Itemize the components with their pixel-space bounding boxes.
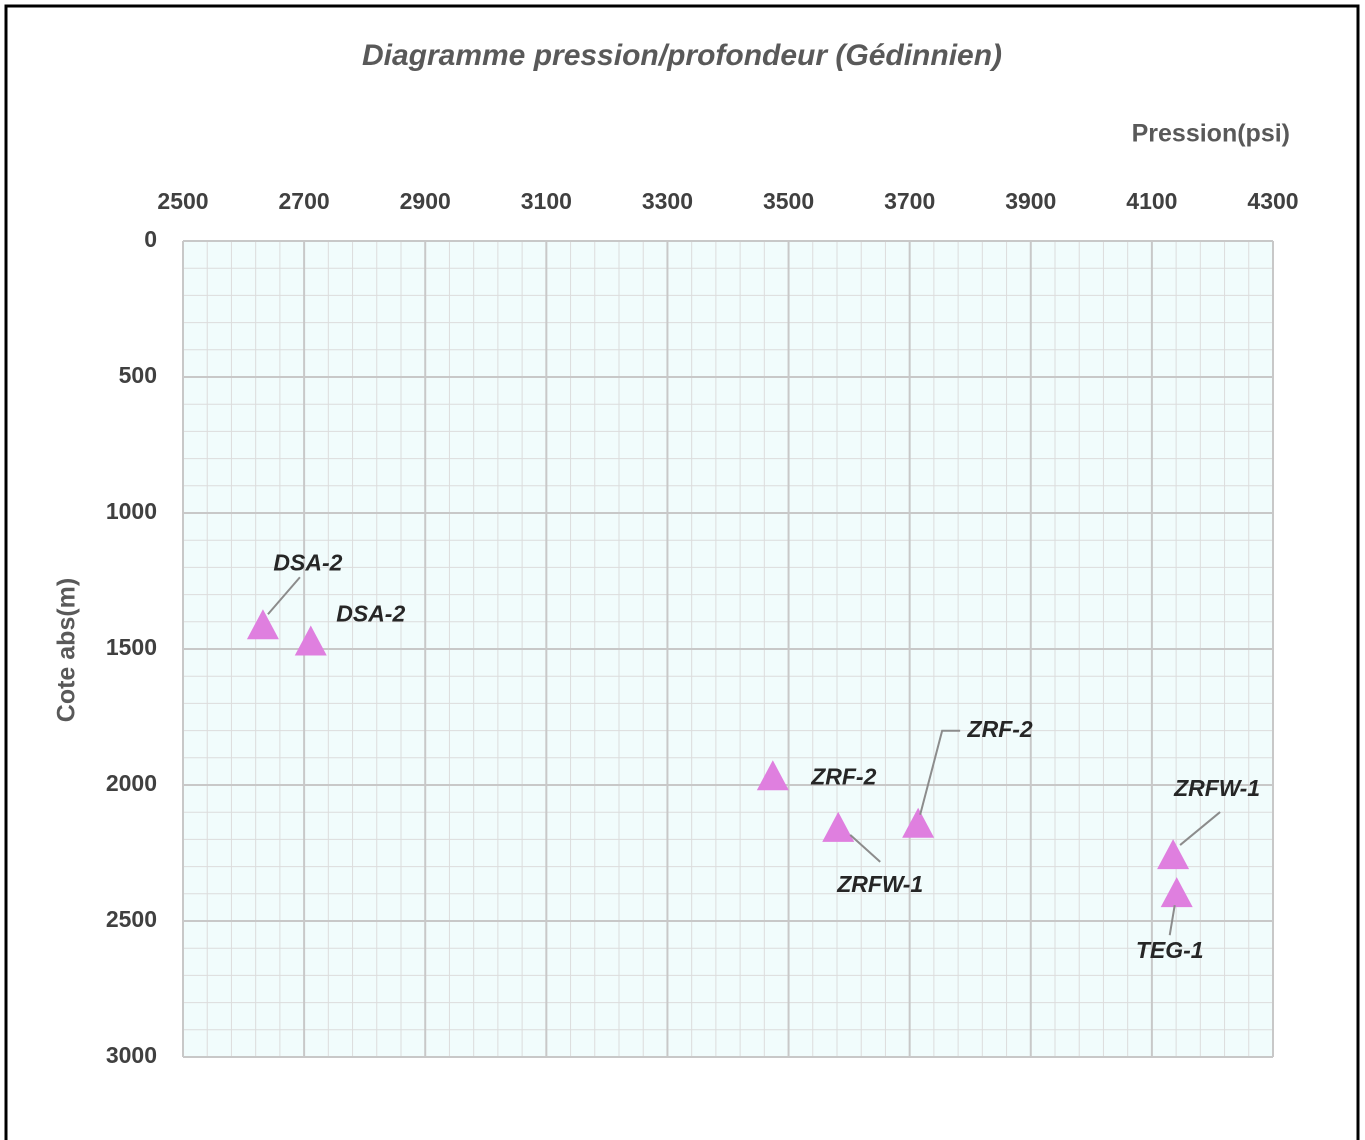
leader-line [267, 576, 301, 615]
x-tick-label: 4300 [1247, 188, 1298, 214]
x-tick-label: 3100 [521, 188, 572, 214]
x-tick-label: 2500 [157, 188, 208, 214]
point-label: ZRFW-1 [1173, 775, 1260, 801]
y-tick-label: 2500 [106, 906, 157, 932]
x-tick-label: 3500 [763, 188, 814, 214]
leader-line [849, 834, 881, 863]
y-tick-label: 500 [119, 362, 157, 388]
x-tick-label: 3900 [1005, 188, 1056, 214]
leader-line [919, 729, 961, 816]
x-axis-label: Pression(psi) [1132, 120, 1290, 148]
point-label: ZRF-2 [967, 716, 1033, 742]
point [902, 807, 935, 838]
point-label: DSA-2 [336, 601, 405, 627]
y-tick-label: 2000 [106, 770, 157, 796]
point [246, 609, 279, 640]
y-tick-label: 3000 [106, 1042, 157, 1068]
point-label: TEG-1 [1136, 937, 1204, 963]
x-tick-label: 3300 [642, 188, 693, 214]
point [756, 760, 789, 791]
point [294, 625, 327, 656]
chart-title: Diagramme pression/profondeur (Gédinnien… [362, 39, 1002, 72]
point-label: ZRFW-1 [836, 871, 923, 897]
point [1160, 877, 1193, 908]
y-tick-label: 0 [144, 226, 157, 252]
x-tick-label: 2900 [400, 188, 451, 214]
y-tick-label: 1500 [106, 634, 157, 660]
leader-line [1168, 904, 1176, 936]
y-tick-label: 1000 [106, 498, 157, 524]
x-tick-label: 3700 [884, 188, 935, 214]
point [822, 811, 855, 842]
x-tick-label: 4100 [1126, 188, 1177, 214]
leader-line [1179, 811, 1221, 846]
point-label: ZRF-2 [810, 763, 876, 789]
x-tick-label: 2700 [279, 188, 330, 214]
point [1157, 839, 1190, 870]
point-label: DSA-2 [273, 549, 342, 575]
y-axis-label: Cote abs(m) [53, 578, 81, 722]
